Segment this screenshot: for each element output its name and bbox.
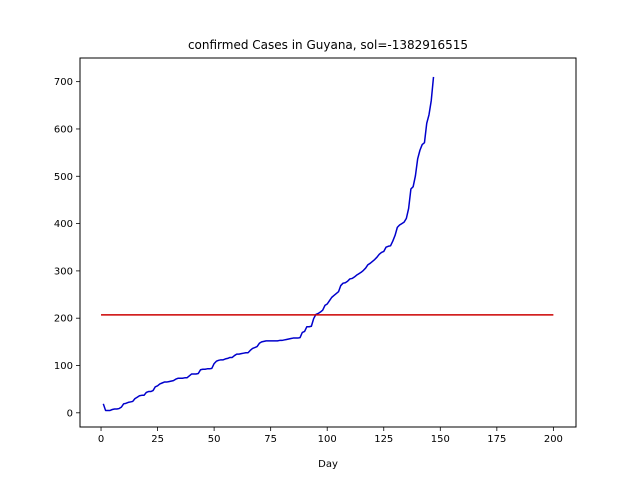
y-axis: 0 100 200 300 400 500 600 700 (54, 77, 80, 419)
x-axis: 0 25 50 75 100 125 150 175 200 (98, 427, 563, 445)
y-tick-label: 700 (54, 77, 73, 88)
y-tick-label: 500 (54, 172, 73, 183)
y-tick-label: 300 (54, 266, 73, 277)
x-tick-label: 100 (318, 434, 337, 445)
x-tick-label: 25 (151, 434, 164, 445)
x-tick-label: 50 (208, 434, 221, 445)
x-tick-label: 0 (98, 434, 104, 445)
chart-title: confirmed Cases in Guyana, sol=-13829165… (188, 38, 468, 52)
x-axis-label: Day (318, 459, 338, 470)
x-tick-label: 75 (264, 434, 277, 445)
plot-frame (79, 57, 577, 428)
x-tick-label: 125 (374, 434, 393, 445)
y-tick-label: 400 (54, 219, 73, 230)
y-tick-label: 100 (54, 361, 73, 372)
x-tick-label: 175 (487, 434, 506, 445)
series-line-1 (102, 76, 435, 412)
x-tick-label: 150 (431, 434, 450, 445)
x-tick-label: 200 (544, 434, 563, 445)
y-tick-label: 0 (67, 408, 73, 419)
y-tick-label: 200 (54, 314, 73, 325)
plot-area (101, 76, 554, 412)
y-tick-label: 600 (54, 124, 73, 135)
